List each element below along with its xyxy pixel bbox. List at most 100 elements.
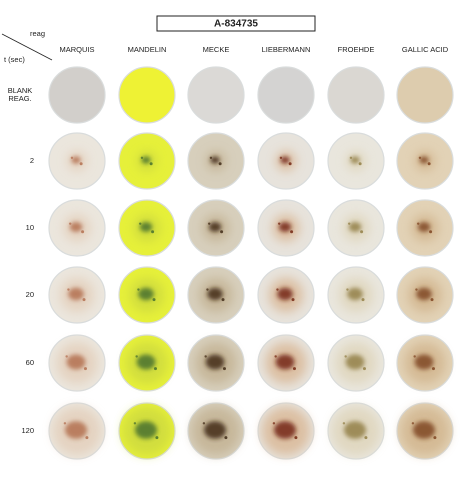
test-well (396, 66, 454, 124)
test-well (118, 402, 176, 460)
reaction-speck (292, 367, 296, 371)
test-well (187, 199, 245, 257)
reaction-speck (83, 367, 87, 371)
reaction-speck (427, 162, 431, 166)
test-well (396, 402, 454, 460)
reaction-speck (416, 222, 420, 225)
test-well (327, 266, 385, 324)
well-plate (257, 66, 315, 124)
reaction-spot (210, 156, 220, 164)
reaction-spot (65, 421, 87, 439)
reaction-speck (362, 367, 366, 371)
reaction-speck (204, 355, 207, 358)
reaction-speck (222, 367, 226, 371)
well-plate (118, 66, 176, 124)
test-well (118, 199, 176, 257)
test-well (257, 266, 315, 324)
reaction-speck (431, 367, 435, 371)
reaction-speck (70, 156, 74, 159)
reaction-speck (155, 436, 159, 440)
reaction-speck (346, 288, 349, 291)
column-label: FROEHDE (338, 45, 375, 54)
test-well (187, 266, 245, 324)
reaction-spot (205, 354, 225, 370)
test-well (187, 132, 245, 190)
reaction-spot (71, 156, 81, 164)
test-well (48, 66, 106, 124)
reaction-spot (344, 421, 366, 439)
reaction-speck (224, 436, 228, 440)
test-well (48, 266, 106, 324)
reaction-speck (349, 156, 353, 159)
reaction-speck (433, 436, 437, 440)
reaction-spot (274, 421, 296, 439)
reaction-speck (279, 156, 283, 159)
reaction-speck (81, 230, 85, 234)
reaction-speck (429, 230, 433, 234)
test-well (396, 266, 454, 324)
reaction-spot (136, 354, 156, 370)
reaction-spot (414, 354, 434, 370)
test-well (396, 132, 454, 190)
reaction-speck (207, 222, 211, 225)
reaction-speck (272, 422, 276, 425)
well-plate (396, 66, 454, 124)
test-well (118, 66, 176, 124)
column-label: MECKE (203, 45, 230, 54)
header-diagonal (1, 33, 53, 61)
test-well (187, 66, 245, 124)
reaction-speck (153, 367, 157, 371)
reaction-spot (348, 222, 362, 232)
reaction-speck (364, 436, 368, 440)
column-label: MARQUIS (59, 45, 94, 54)
well-plate (187, 66, 245, 124)
reaction-speck (67, 288, 70, 291)
column-label: GALLIC ACID (402, 45, 449, 54)
reaction-speck (79, 162, 83, 166)
reaction-speck (138, 222, 142, 225)
reaction-spot (277, 287, 293, 301)
test-well (118, 334, 176, 392)
column-label: LIEBERMANN (262, 45, 311, 54)
reaction-spot (66, 354, 86, 370)
reaction-spot (139, 222, 153, 232)
reaction-speck (137, 288, 140, 291)
row-label: BLANK (8, 86, 33, 95)
reaction-spot (413, 421, 435, 439)
reaction-speck (220, 230, 224, 234)
reaction-speck (361, 298, 365, 302)
reaction-spot (278, 222, 292, 232)
test-well (327, 199, 385, 257)
reaction-speck (291, 298, 295, 302)
reaction-spot (347, 287, 363, 301)
reaction-spot (416, 287, 432, 301)
reaction-spot (135, 421, 157, 439)
test-well (48, 132, 106, 190)
reaction-spot (417, 222, 431, 232)
column-label: MANDELIN (128, 45, 167, 54)
reaction-spot (280, 156, 290, 164)
reaction-speck (411, 422, 415, 425)
reaction-speck (218, 162, 222, 166)
test-well (118, 132, 176, 190)
reaction-spot (207, 287, 223, 301)
reaction-speck (276, 288, 279, 291)
reaction-speck (277, 222, 281, 225)
reaction-speck (347, 222, 351, 225)
reaction-speck (82, 298, 86, 302)
test-well (257, 66, 315, 124)
test-well (257, 199, 315, 257)
row-axis-label: t (sec) (4, 55, 25, 64)
row-label: REAG. (8, 94, 31, 103)
reaction-spot (68, 287, 84, 301)
test-well (48, 334, 106, 392)
reaction-speck (140, 156, 144, 159)
reaction-speck (149, 162, 153, 166)
reaction-spot (69, 222, 83, 232)
reaction-spot (141, 156, 151, 164)
reaction-speck (294, 436, 298, 440)
reaction-speck (360, 230, 364, 234)
reaction-speck (413, 355, 416, 358)
